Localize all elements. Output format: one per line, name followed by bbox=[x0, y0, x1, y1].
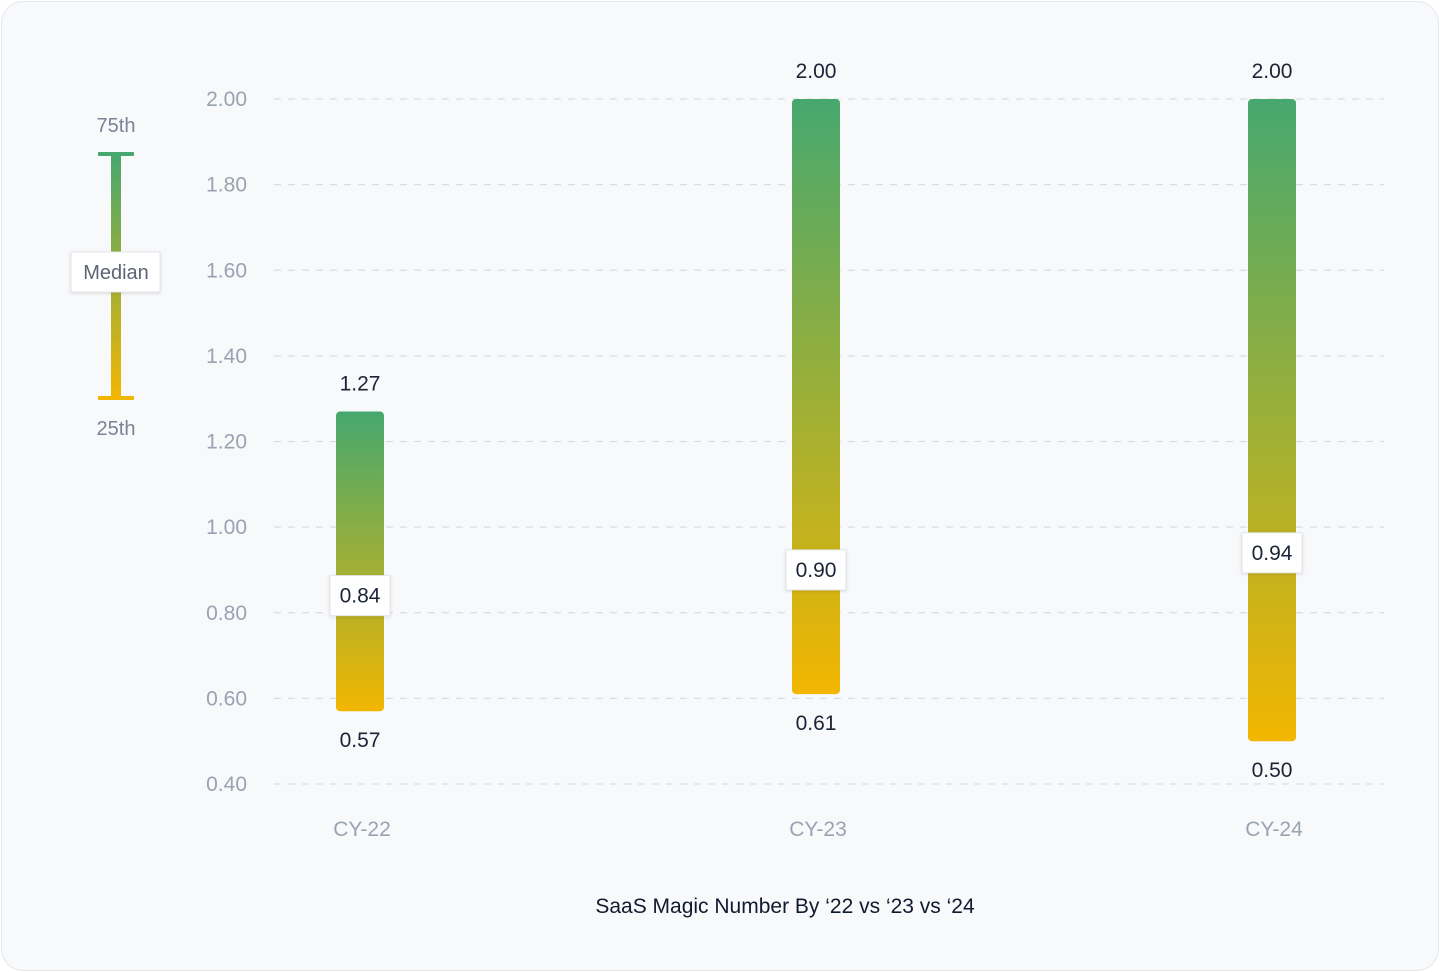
median-value-box bbox=[329, 575, 391, 617]
y-tick-label: 1.00 bbox=[206, 516, 247, 539]
median-value-label: 0.94 bbox=[1252, 542, 1293, 565]
p25-value-label: 0.57 bbox=[340, 729, 381, 752]
y-tick-label: 1.80 bbox=[206, 174, 247, 197]
p25-value-label: 0.50 bbox=[1252, 759, 1293, 782]
x-category-label: CY-22 bbox=[333, 818, 391, 841]
median-value-label: 0.84 bbox=[340, 585, 381, 608]
chart-title: SaaS Magic Number By ‘22 vs ‘23 vs ‘24 bbox=[595, 895, 975, 918]
y-tick-label: 0.80 bbox=[206, 602, 247, 625]
p25-value-label: 0.61 bbox=[796, 712, 837, 735]
legend-median-label: Median bbox=[83, 262, 149, 284]
grid-lines bbox=[274, 98, 1384, 785]
y-tick-label: 2.00 bbox=[206, 88, 247, 111]
p75-value-label: 1.27 bbox=[340, 373, 381, 396]
median-value-box bbox=[1241, 532, 1303, 574]
x-axis-labels: CY-22 CY-23 CY-24 bbox=[333, 818, 1303, 841]
median-value-box bbox=[785, 549, 847, 591]
y-tick-label: 1.40 bbox=[206, 345, 247, 368]
legend-top-cap bbox=[98, 152, 134, 156]
legend-25th-label: 25th bbox=[97, 418, 136, 440]
legend-median-box bbox=[70, 251, 161, 293]
range-bar bbox=[792, 99, 840, 695]
p75-value-label: 2.00 bbox=[796, 60, 837, 83]
y-tick-label: 0.40 bbox=[206, 773, 247, 796]
y-tick-label: 0.60 bbox=[206, 687, 247, 710]
x-category-label: CY-23 bbox=[789, 818, 847, 841]
median-value-label: 0.90 bbox=[796, 559, 837, 582]
x-category-label: CY-24 bbox=[1245, 818, 1303, 841]
legend-bottom-cap bbox=[98, 396, 134, 400]
bars: 1.27 0.84 0.57 2.00 0.90 0.61 2.00 0.94 0.50 bbox=[329, 60, 1303, 782]
y-axis-ticks: 0.40 0.60 0.80 1.00 1.20 1.40 1.60 1.80 2.00 bbox=[206, 88, 247, 796]
y-tick-label: 1.60 bbox=[206, 259, 247, 282]
range-bar bbox=[336, 411, 384, 712]
y-tick-label: 1.20 bbox=[206, 431, 247, 454]
legend: 75th Median 25th bbox=[70, 115, 161, 440]
legend-75th-label: 75th bbox=[97, 115, 136, 137]
p75-value-label: 2.00 bbox=[1252, 60, 1293, 83]
range-bar bbox=[1248, 99, 1296, 742]
